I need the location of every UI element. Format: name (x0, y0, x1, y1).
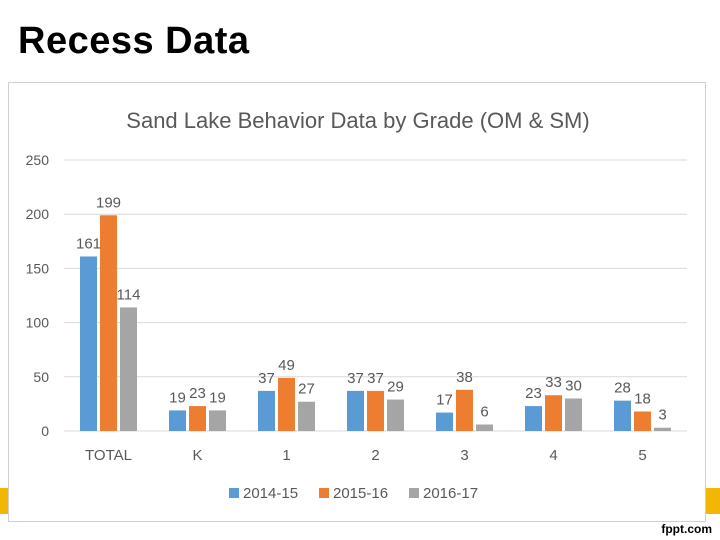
footer-brand: fppt.com (661, 522, 712, 536)
bar-2-2015-16 (367, 390, 384, 431)
bar-TOTAL-2014-15 (80, 256, 97, 431)
bar-4-2016-17 (565, 398, 582, 431)
bars (80, 215, 671, 431)
data-label: 114 (117, 286, 141, 303)
data-label: 33 (545, 374, 562, 391)
data-label: 28 (614, 380, 631, 397)
legend-label: 2016-17 (423, 485, 478, 502)
data-label: 199 (96, 194, 121, 211)
bar-5-2016-17 (654, 427, 671, 431)
data-label: 3 (658, 407, 666, 424)
x-tick-label: 4 (549, 447, 557, 464)
y-tick-label: 200 (26, 206, 50, 222)
data-label: 19 (169, 389, 186, 406)
data-label: 17 (436, 392, 453, 409)
x-tick-label: 5 (638, 447, 646, 464)
x-tick-label: TOTAL (85, 447, 132, 464)
data-label: 27 (298, 381, 315, 398)
y-tick-label: 0 (41, 423, 49, 439)
gridlines (64, 159, 687, 432)
legend: 2014-15 2015-16 2016-17 (229, 485, 478, 502)
bar-TOTAL-2016-17 (120, 307, 137, 431)
data-label: 29 (387, 379, 404, 396)
x-tick-label: 2 (371, 447, 379, 464)
data-label: 18 (634, 390, 651, 407)
bar-5-2015-16 (634, 411, 651, 431)
bar-3-2014-15 (436, 412, 453, 431)
behavior-bar-chart: Sand Lake Behavior Data by Grade (OM & S… (26, 108, 687, 502)
data-label: 19 (209, 389, 226, 406)
x-tick-label: K (192, 447, 202, 464)
data-label: 161 (76, 235, 101, 252)
x-axis-ticks: TOTAL K 1 2 3 4 5 (85, 447, 647, 464)
y-tick-label: 150 (26, 260, 50, 276)
bar-K-2015-16 (189, 406, 206, 431)
bar-2-2014-15 (347, 390, 364, 431)
data-label: 23 (525, 385, 542, 402)
bar-1-2015-16 (278, 377, 295, 431)
bar-4-2014-15 (525, 406, 542, 431)
bar-3-2016-17 (476, 424, 493, 431)
data-label: 37 (347, 370, 364, 387)
legend-swatch (319, 488, 329, 498)
legend-label: 2014-15 (243, 485, 298, 502)
bar-TOTAL-2015-16 (100, 215, 117, 431)
legend-label: 2015-16 (333, 485, 388, 502)
bar-4-2015-16 (545, 395, 562, 431)
data-label: 49 (278, 357, 295, 374)
x-tick-label: 1 (282, 447, 290, 464)
data-label: 38 (456, 369, 473, 386)
data-label: 23 (189, 385, 206, 402)
bar-1-2016-17 (298, 401, 315, 431)
accent-bar-right (706, 488, 720, 514)
legend-swatch (409, 488, 419, 498)
bar-1-2014-15 (258, 390, 275, 431)
bar-K-2016-17 (209, 410, 226, 431)
x-tick-label: 3 (460, 447, 468, 464)
y-tick-label: 100 (26, 315, 50, 331)
y-axis-ticks: 0 50 100 150 200 250 (26, 152, 50, 439)
bar-K-2014-15 (169, 410, 186, 431)
data-label: 6 (480, 403, 488, 420)
bar-3-2015-16 (456, 389, 473, 431)
chart-frame: Sand Lake Behavior Data by Grade (OM & S… (8, 82, 706, 522)
bar-2-2016-17 (387, 399, 404, 431)
data-label: 37 (258, 370, 275, 387)
data-label: 30 (565, 377, 582, 394)
legend-swatch (229, 488, 239, 498)
bar-5-2014-15 (614, 400, 631, 431)
data-label: 37 (367, 370, 384, 387)
slide-title: Recess Data (18, 20, 250, 62)
y-tick-label: 50 (33, 369, 49, 385)
chart-title: Sand Lake Behavior Data by Grade (OM & S… (126, 108, 589, 133)
y-tick-label: 250 (26, 152, 50, 168)
